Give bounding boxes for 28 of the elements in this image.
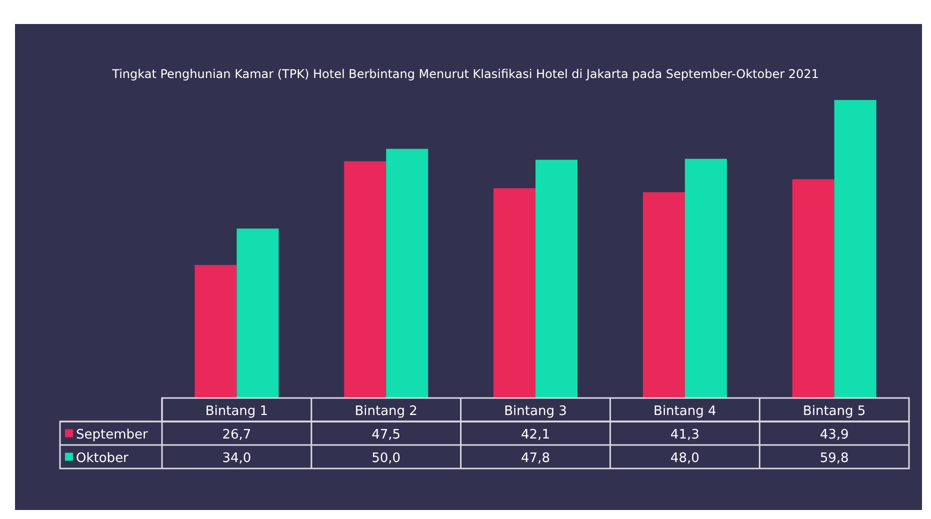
legend-label: September — [76, 427, 149, 442]
legend-label: Oktober — [76, 450, 130, 466]
data-label: 48,0 — [670, 450, 700, 466]
data-label: 47,5 — [372, 427, 401, 442]
data-label: 26,7 — [222, 427, 252, 442]
data-label: 47,8 — [521, 450, 550, 466]
bar — [642, 192, 685, 398]
bar — [536, 160, 578, 398]
data-label: 41,3 — [670, 427, 700, 442]
x-tick-label: Bintang 3 — [504, 404, 567, 419]
bar — [494, 188, 536, 398]
x-tick-label: Bintang 2 — [354, 404, 418, 419]
bar — [792, 179, 834, 398]
bar — [684, 158, 727, 398]
data-label: 42,1 — [521, 427, 550, 442]
bar — [386, 148, 428, 398]
x-tick-label: Bintang 4 — [654, 404, 716, 419]
x-tick-label: Bintang 1 — [205, 404, 268, 419]
data-label: 50,0 — [372, 450, 401, 466]
bar — [194, 264, 237, 398]
data-label: 34,0 — [222, 450, 252, 466]
bar — [344, 161, 386, 398]
bar — [236, 228, 279, 398]
chart-title: Tingkat Penghunian Kamar (TPK) Hotel Berbintang Menurut Klasifikasi Hotel di Jakarta pada September-Oktober 2021 — [111, 67, 819, 81]
bar — [834, 100, 876, 398]
data-label: 59,8 — [820, 450, 849, 466]
x-tick-label: Bintang 5 — [802, 404, 866, 419]
data-label: 43,9 — [820, 427, 849, 442]
